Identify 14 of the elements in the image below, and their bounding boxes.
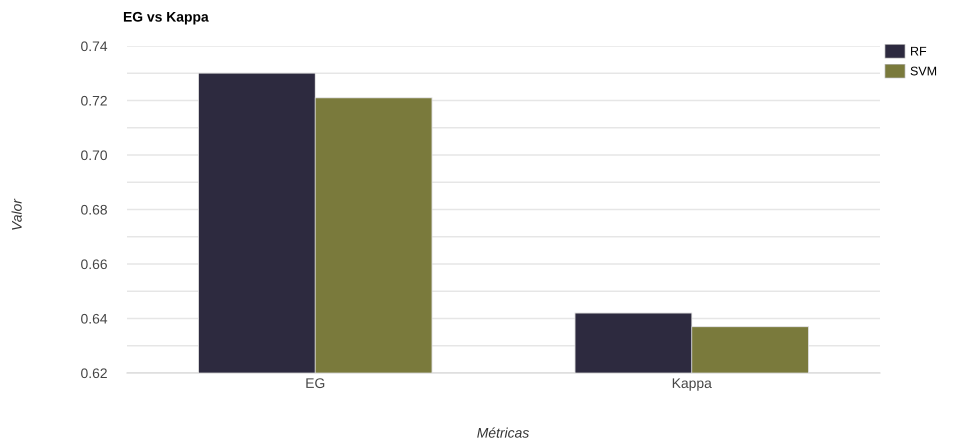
x-axis-title: Métricas bbox=[477, 427, 529, 438]
y-tick-label: 0.68 bbox=[81, 204, 107, 215]
x-tick-label: EG bbox=[306, 378, 324, 388]
y-tick-label: 0.64 bbox=[81, 314, 108, 324]
legend-label: SVM bbox=[910, 66, 936, 76]
x-tick-label: Kappa bbox=[672, 378, 712, 391]
legend-label: RF bbox=[911, 46, 926, 56]
y-tick-label: 0.72 bbox=[81, 96, 107, 106]
y-tick-label: 0.74 bbox=[81, 41, 108, 52]
y-tick-label: 0.66 bbox=[81, 259, 107, 270]
y-tick-label: 0.62 bbox=[81, 368, 107, 378]
chart-title: EG vs Kappa bbox=[124, 12, 209, 24]
y-tick-label: 0.70 bbox=[81, 150, 108, 160]
y-axis-title: Valor bbox=[12, 198, 22, 230]
